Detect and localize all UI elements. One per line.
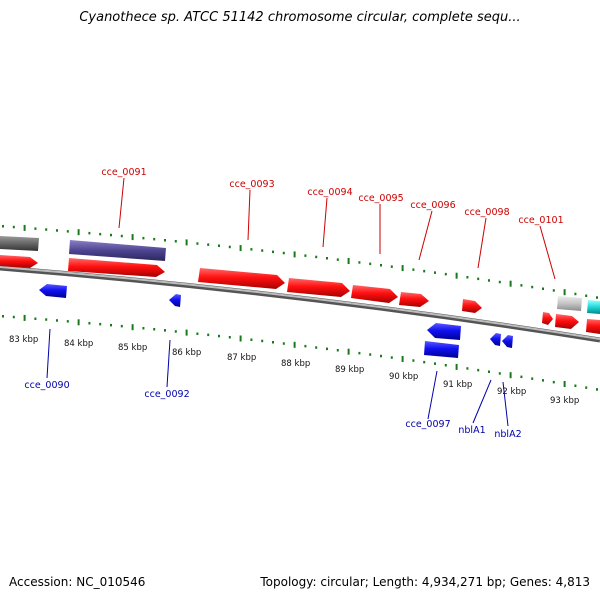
feature-cyan[interactable] (587, 300, 600, 314)
feature-lightgrey[interactable] (557, 296, 582, 311)
gene-label-cce_0090[interactable]: cce_0090 (24, 380, 69, 391)
gene-arrow-small[interactable] (542, 312, 553, 325)
gene-arrow-cce_0090[interactable] (39, 284, 67, 298)
leader-nblA1 (472, 379, 492, 424)
leader-cce_0101 (539, 225, 556, 280)
kbp-label: 85 kbp (118, 343, 147, 353)
leader-cce_0092 (166, 339, 171, 388)
gene-arrow-cce_0094[interactable] (287, 278, 350, 297)
gene-arrow-fwd[interactable] (0, 255, 38, 268)
sequence-backbone (0, 265, 600, 343)
gene-label-cce_0101[interactable]: cce_0101 (518, 215, 563, 226)
leader-cce_0093 (247, 189, 251, 241)
map-title: Cyanothece sp. ATCC 51142 chromosome cir… (79, 10, 521, 25)
kbp-label: 84 kbp (64, 339, 93, 349)
gene-label-cce_0091[interactable]: cce_0091 (101, 167, 146, 178)
kbp-label: 86 kbp (172, 348, 201, 358)
tick-row-inner (2, 314, 598, 391)
gene-arrow-cce_0091[interactable] (68, 258, 165, 277)
accession-label: Accession: NC_010546 (9, 575, 146, 589)
gene-arrow-cce_0097-b[interactable] (424, 341, 459, 358)
kbp-label: 90 kbp (389, 372, 418, 382)
label-leaders (46, 177, 556, 427)
kbp-label: 92 kbp (497, 387, 526, 397)
gene-label-cce_0098[interactable]: cce_0098 (464, 207, 509, 218)
tick-row-outer (2, 224, 598, 299)
gene-arrow-cce_0096[interactable] (399, 292, 429, 307)
leader-cce_0091 (118, 177, 125, 229)
sequence-backbone-highlight (0, 266, 600, 340)
leader-cce_0094 (322, 197, 328, 248)
gene-arrow-fwd-right[interactable] (586, 319, 600, 334)
gene-label-cce_0097[interactable]: cce_0097 (405, 419, 450, 430)
kbp-label: 89 kbp (335, 365, 364, 375)
genome-summary-label: Topology: circular; Length: 4,934,271 bp… (260, 575, 590, 589)
gene-label-nblA1[interactable]: nblA1 (458, 425, 485, 436)
gene-label-cce_0095[interactable]: cce_0095 (358, 193, 403, 204)
gene-arrow-cce_0101[interactable] (555, 314, 579, 329)
kbp-label: 88 kbp (281, 359, 310, 369)
kbp-label: 91 kbp (443, 380, 472, 390)
reverse-features (39, 284, 513, 358)
forward-features (0, 236, 600, 334)
leader-cce_0096 (418, 210, 433, 261)
feature-rna-purple[interactable] (69, 240, 166, 261)
gene-arrow-nblA2[interactable] (502, 335, 513, 348)
gene-arrow-cce_0093[interactable] (198, 268, 285, 289)
leader-cce_0090 (46, 328, 51, 379)
kbp-label: 93 kbp (550, 396, 579, 406)
gene-label-cce_0093[interactable]: cce_0093 (229, 179, 274, 190)
gene-label-cce_0094[interactable]: cce_0094 (307, 187, 352, 198)
leader-cce_0097 (427, 370, 438, 420)
kbp-label: 87 kbp (227, 353, 256, 363)
kbp-label: 83 kbp (9, 335, 38, 345)
feature-grey[interactable] (0, 236, 39, 251)
gene-label-nblA2[interactable]: nblA2 (494, 429, 521, 440)
gene-arrow-cce_0092[interactable] (169, 294, 181, 307)
leader-nblA2 (502, 381, 509, 427)
gene-arrow-nblA1[interactable] (490, 333, 501, 346)
gene-label-cce_0096[interactable]: cce_0096 (410, 200, 455, 211)
gene-labels: cce_0091 cce_0093 cce_0094 cce_0095 cce_… (24, 167, 563, 440)
gene-arrow-cce_0095[interactable] (351, 285, 398, 303)
gene-arrow-cce_0097-a[interactable] (427, 323, 461, 340)
kbp-scale: 83 kbp 84 kbp 85 kbp 86 kbp 87 kbp 88 kb… (9, 335, 579, 406)
gene-label-cce_0092[interactable]: cce_0092 (144, 389, 189, 400)
gene-arrow-cce_0098[interactable] (462, 299, 482, 313)
leader-cce_0098 (477, 217, 487, 269)
